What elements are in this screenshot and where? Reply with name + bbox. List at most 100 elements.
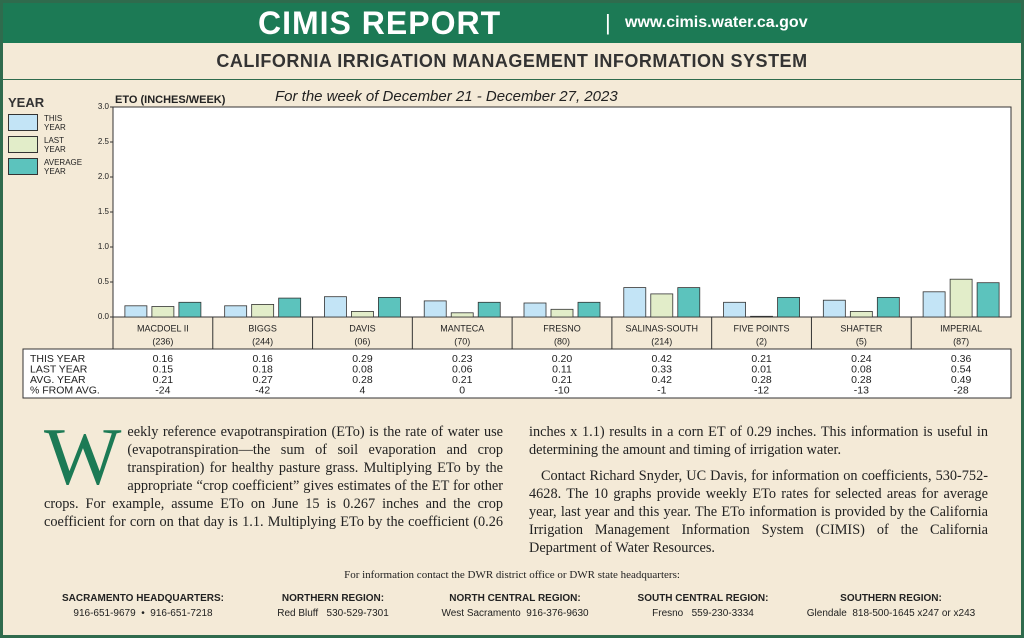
x-tick-label: DAVIS [349, 323, 375, 333]
bar [822, 299, 846, 318]
y-tick-label: 2.0 [98, 172, 110, 181]
legend-item: THIS YEAR [8, 113, 76, 132]
y-tick-label: 0.5 [98, 277, 110, 286]
bar [378, 296, 401, 318]
x-tick-code: (236) [152, 336, 173, 346]
x-tick-label: SHAFTER [840, 323, 883, 333]
table-value: 0.24 [851, 353, 872, 365]
legend-item: AVERAGE YEAR [8, 157, 83, 176]
contact-phone: 916-651-9679 • 916-651-7218 [73, 608, 213, 619]
chart-title: ETO (INCHES/WEEK) [115, 94, 226, 106]
bar [423, 300, 447, 318]
contact: SOUTHERN REGION: Glendale 818-500-1645 x2… [791, 593, 991, 619]
table-value: -42 [255, 384, 270, 396]
table-value: 0.15 [153, 363, 174, 375]
x-tick-code: (87) [953, 336, 969, 346]
x-tick-label: FIVE POINTS [734, 323, 790, 333]
contact-phone: Glendale 818-500-1645 x247 or x243 [806, 608, 976, 619]
table-value: 0.27 [252, 374, 273, 386]
table-value: 0.18 [252, 363, 273, 375]
bar [623, 287, 647, 318]
contact-region: SACRAMENTO HEADQUARTERS: [61, 593, 225, 604]
table-row-label: THIS YEAR [30, 353, 86, 365]
table-value: 0.28 [751, 374, 772, 386]
table-value: 0.21 [552, 374, 573, 386]
contact-region: NORTHERN REGION: [281, 593, 385, 604]
contact-region: SOUTHERN REGION: [840, 593, 942, 604]
table-value: 0.20 [552, 353, 573, 365]
y-tick-label: 3.0 [98, 102, 110, 111]
table-row-label: % FROM AVG. [30, 384, 100, 396]
paragraph: Contact Richard Snyder, UC Davis, for in… [529, 468, 988, 556]
table-value: 0.21 [452, 374, 473, 386]
header: CIMIS REPORT | www.cimis.water.ca.gov [3, 3, 1021, 43]
contact: SACRAMENTO HEADQUARTERS: 916-651-9679 • 9… [43, 593, 243, 619]
legend-swatch [8, 158, 38, 175]
bar [477, 301, 501, 318]
y-tick-label: 1.0 [98, 242, 110, 251]
y-tick-label: 1.5 [98, 207, 110, 216]
url[interactable]: www.cimis.water.ca.gov [625, 14, 808, 31]
bar [351, 310, 374, 318]
table-row-label: AVG. YEAR [30, 374, 86, 386]
table-value: 0.29 [352, 353, 373, 365]
table-value: 0.28 [352, 374, 373, 386]
legend-label: THIS YEAR [44, 113, 66, 132]
contact-region: SOUTH CENTRAL REGION: [637, 593, 769, 604]
table-value: 0.42 [652, 374, 673, 386]
x-tick-label: MANTECA [440, 323, 484, 333]
legend-swatch [8, 136, 38, 153]
x-tick-label: FRESNO [543, 323, 581, 333]
table-value: 0.06 [452, 363, 473, 375]
table-value: 0 [459, 384, 465, 396]
table-value: 0.16 [153, 353, 174, 365]
legend: YEAR THIS YEAR LAST YEAR AVERAGE YEAR [8, 95, 83, 176]
table-value: -24 [155, 384, 170, 396]
table-value: 0.33 [652, 363, 673, 375]
table-row-label: LAST YEAR [30, 363, 88, 375]
bar [677, 287, 701, 318]
subtitle: CALIFORNIA IRRIGATION MANAGEMENT INFORMA… [216, 51, 808, 71]
bar [523, 302, 547, 318]
contact-region: NORTH CENTRAL REGION: [449, 593, 581, 604]
x-tick-code: (2) [756, 336, 767, 346]
chart: ETO (INCHES/WEEK) For the week of Decemb… [22, 88, 1012, 399]
table-value: 0.08 [851, 363, 872, 375]
legend-title: YEAR [8, 95, 45, 110]
legend-label: AVERAGE YEAR [44, 157, 83, 176]
contact-phone: West Sacramento 916-376-9630 [441, 608, 589, 619]
bar [178, 301, 202, 318]
contact: SOUTH CENTRAL REGION: Fresno 559-230-3334 [603, 593, 803, 619]
bar [723, 301, 746, 318]
y-tick-label: 2.5 [98, 137, 110, 146]
bar [278, 297, 302, 318]
table-value: 0.42 [652, 353, 673, 365]
table-value: -28 [954, 384, 969, 396]
bar [849, 310, 873, 318]
bar [949, 278, 973, 318]
table-value: -10 [554, 384, 569, 396]
bar [324, 296, 347, 318]
table-value: 0.36 [951, 353, 972, 365]
table-value: -12 [754, 384, 769, 396]
bar [124, 305, 148, 318]
bar [650, 293, 674, 318]
bar [577, 301, 601, 318]
drop-cap: W [44, 411, 122, 502]
bar [251, 303, 275, 318]
x-tick-label: MACDOEL II [137, 323, 189, 333]
contact-phone: Red Bluff 530-529-7301 [277, 608, 389, 619]
table-value: 0.21 [751, 353, 772, 365]
bar [450, 312, 474, 318]
bar [976, 282, 1000, 318]
bar [777, 296, 800, 318]
bar [876, 296, 900, 318]
footer-note: For information contact the DWR district… [344, 569, 680, 581]
y-tick-label: 0.0 [98, 312, 110, 321]
table-value: -13 [854, 384, 869, 396]
table-value: 0.16 [252, 353, 273, 365]
x-tick-code: (214) [651, 336, 672, 346]
x-tick-code: (5) [856, 336, 867, 346]
